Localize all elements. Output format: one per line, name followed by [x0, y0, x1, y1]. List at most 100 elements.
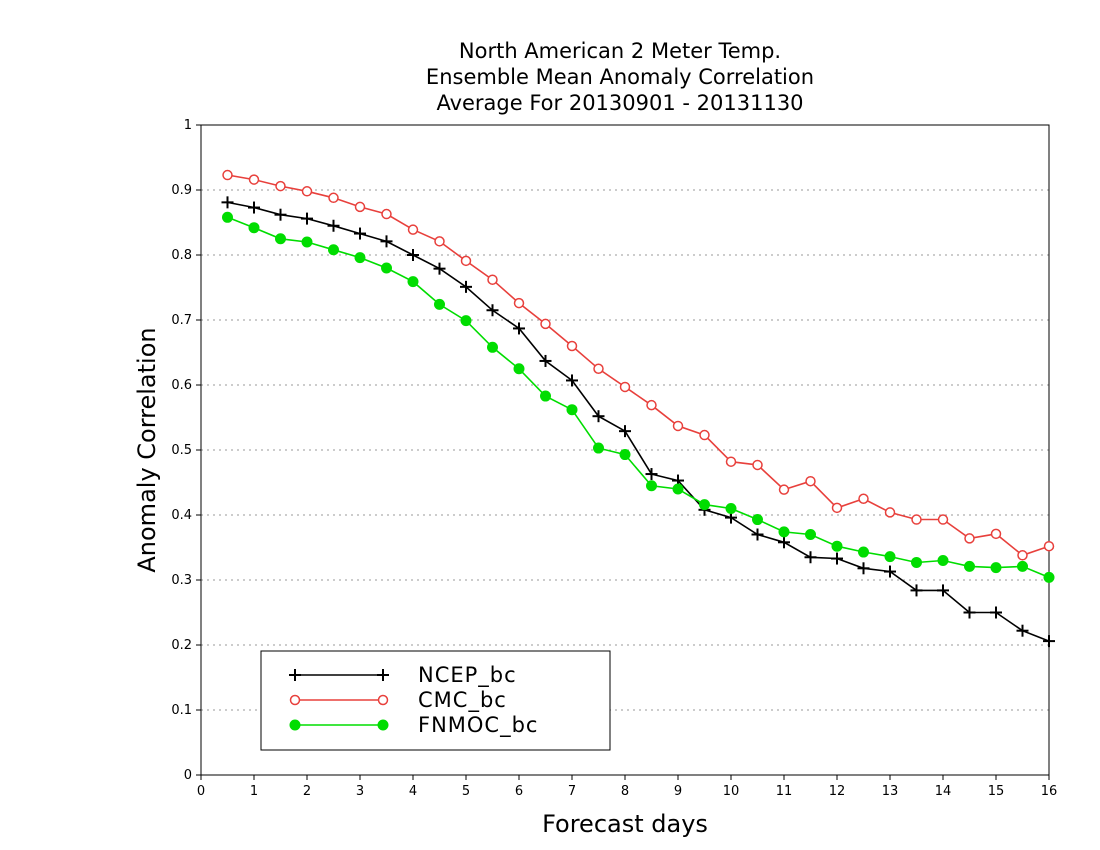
data-point-cmc-bc [566, 340, 578, 352]
series-line-ncep-bc [227, 201, 1050, 642]
data-point-cmc-bc [248, 174, 260, 185]
data-point-cmc-bc [964, 533, 975, 544]
data-point-fnmoc-bc [460, 315, 472, 327]
data-point-ncep-bc [804, 551, 817, 564]
axis-ticks: 00.10.20.30.40.50.60.70.80.910 1 2 3 4 5 6 7 8 9 1… [171, 118, 1057, 799]
data-point-fnmoc-bc [407, 276, 419, 288]
data-point-ncep-bc [274, 208, 287, 221]
x-tick-label: 16 [1041, 784, 1058, 799]
legend-marker-cmc-bc [377, 694, 389, 706]
data-point-fnmoc-bc [487, 341, 498, 353]
data-point-ncep-bc [1043, 635, 1055, 648]
data-point-ncep-bc [433, 262, 446, 275]
data-point-ncep-bc [248, 201, 260, 214]
series-line-cmc-bc [227, 174, 1050, 557]
data-point-ncep-bc [327, 219, 340, 232]
legend-label-fnmoc-bc: FNMOC_bc [418, 713, 538, 738]
legend-marker-fnmoc-bc [377, 719, 389, 731]
data-point-cmc-bc [328, 192, 339, 204]
data-point-ncep-bc [221, 196, 234, 209]
data-point-fnmoc-bc [540, 390, 551, 402]
data-point-ncep-bc [963, 606, 976, 619]
data-point-cmc-bc [990, 528, 1002, 540]
data-point-cmc-bc [672, 420, 684, 432]
data-point-ncep-bc [566, 374, 578, 387]
data-point-fnmoc-bc [805, 529, 816, 540]
data-point-fnmoc-bc [858, 546, 869, 558]
data-point-fnmoc-bc [354, 252, 366, 264]
chart-title-line-1: North American 2 Meter Temp. [459, 39, 781, 63]
data-point-cmc-bc [354, 201, 366, 213]
x-tick-label: 11 [776, 784, 793, 799]
y-tick-label: 0.2 [171, 638, 192, 653]
data-point-fnmoc-bc [566, 404, 578, 416]
data-point-cmc-bc [487, 274, 498, 285]
y-tick-label: 0.1 [171, 703, 192, 718]
data-point-ncep-bc [539, 354, 552, 367]
x-tick-label: 6 [515, 784, 523, 799]
x-tick-label: 12 [829, 784, 846, 799]
data-point-cmc-bc [911, 514, 922, 525]
legend-item-cmc-bc: CMC_bc [289, 688, 506, 713]
y-tick-label: 0.6 [171, 378, 192, 393]
data-point-fnmoc-bc [381, 262, 392, 274]
chart-title-line-2: Ensemble Mean Anomaly Correlation [426, 65, 814, 89]
x-tick-label: 5 [462, 784, 470, 799]
data-point-cmc-bc [646, 399, 657, 411]
y-tick-label: 0.7 [171, 313, 192, 328]
series-line-fnmoc-bc [227, 216, 1050, 579]
data-point-cmc-bc [1043, 540, 1055, 552]
data-point-fnmoc-bc [619, 449, 631, 461]
data-point-fnmoc-bc [434, 298, 445, 310]
data-point-fnmoc-bc [222, 211, 233, 223]
x-tick-label: 8 [621, 784, 629, 799]
y-axis-label: Anomaly Correlation [133, 327, 161, 572]
x-tick-label: 2 [303, 784, 311, 799]
data-point-fnmoc-bc [831, 540, 843, 552]
data-point-ncep-bc [460, 280, 472, 293]
y-tick-label: 1 [184, 118, 192, 133]
data-point-fnmoc-bc [725, 503, 737, 514]
data-point-cmc-bc [513, 297, 525, 309]
data-point-ncep-bc [513, 322, 525, 335]
data-point-fnmoc-bc [513, 363, 525, 375]
data-point-cmc-bc [619, 381, 631, 393]
data-point-ncep-bc [910, 584, 923, 597]
data-point-cmc-bc [778, 484, 790, 495]
data-point-fnmoc-bc [778, 526, 790, 538]
data-point-cmc-bc [434, 236, 445, 247]
data-point-cmc-bc [301, 186, 313, 197]
data-point-cmc-bc [540, 318, 551, 330]
data-point-fnmoc-bc [937, 555, 949, 566]
data-point-cmc-bc [1017, 550, 1028, 561]
x-tick-label: 10 [723, 784, 740, 799]
x-tick-label: 4 [409, 784, 417, 799]
data-point-ncep-bc [592, 410, 605, 423]
data-point-fnmoc-bc [990, 562, 1002, 574]
data-point-ncep-bc [857, 562, 870, 575]
data-point-ncep-bc [407, 249, 419, 261]
series-ncep-bc [221, 196, 1055, 648]
data-point-cmc-bc [407, 224, 419, 235]
data-point-cmc-bc [222, 169, 233, 181]
x-tick-label: 14 [935, 784, 952, 799]
data-point-cmc-bc [831, 502, 843, 514]
plot-frame [200, 124, 1050, 776]
data-point-cmc-bc [752, 459, 763, 471]
series-fnmoc-bc [222, 211, 1055, 583]
legend-marker-cmc-bc [289, 694, 301, 706]
data-point-fnmoc-bc [964, 560, 975, 572]
data-point-fnmoc-bc [1043, 571, 1055, 583]
data-point-ncep-bc [1016, 624, 1029, 637]
data-point-ncep-bc [380, 235, 393, 248]
data-point-fnmoc-bc [248, 222, 260, 234]
data-point-ncep-bc [301, 212, 313, 225]
data-point-ncep-bc [778, 536, 790, 549]
data-point-fnmoc-bc [1017, 560, 1028, 572]
data-point-cmc-bc [381, 208, 392, 220]
data-point-ncep-bc [645, 468, 658, 481]
y-tick-label: 0.9 [171, 183, 192, 198]
data-point-ncep-bc [831, 552, 843, 565]
